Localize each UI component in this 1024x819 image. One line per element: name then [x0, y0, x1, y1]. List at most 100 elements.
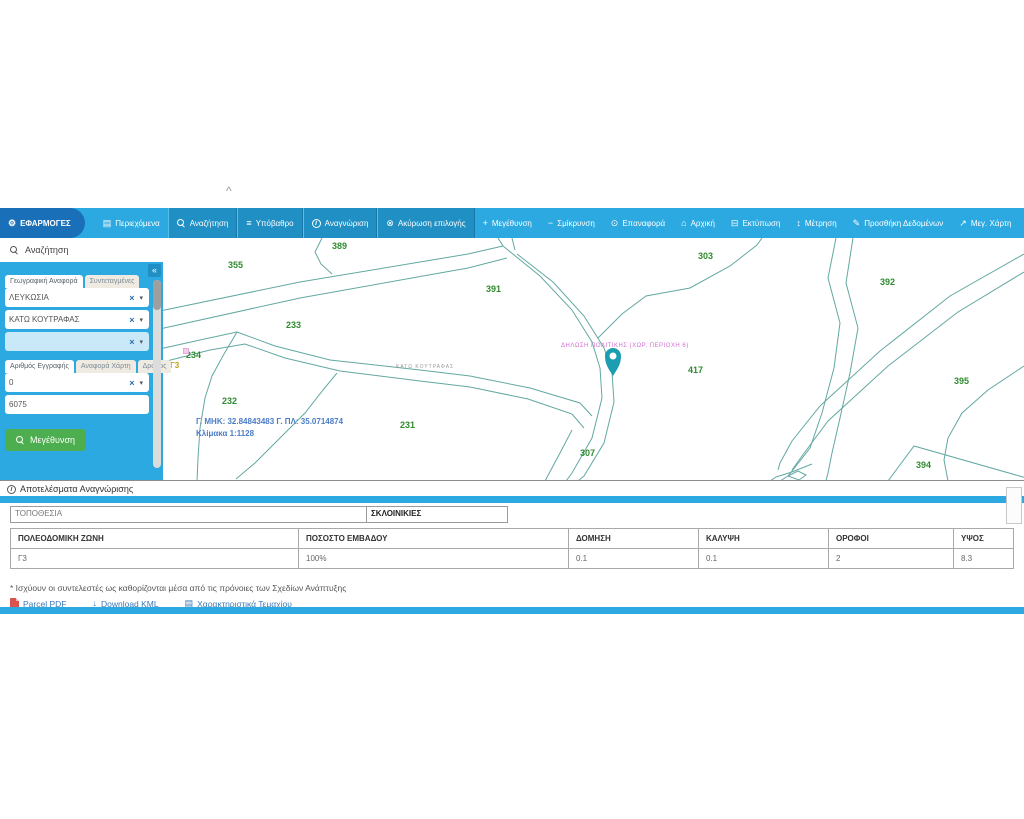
- toolbar-item-home[interactable]: ⌂ Αρχική: [673, 208, 723, 238]
- parcel-pdf-link[interactable]: Parcel PDF: [10, 598, 66, 609]
- coefficients-footnote: * Ισχύουν οι συντελεστές ως καθορίζονται…: [10, 583, 347, 593]
- zone-label: Γ3: [170, 361, 180, 370]
- max-map-icon: ↗: [959, 217, 967, 228]
- zone-table-value-cell: 0.1: [568, 549, 698, 568]
- zones-table-value-row: Γ3 100% 0.1 0.1 2 8.3: [11, 549, 1013, 568]
- toolbar-item-label: Επαναφορά: [622, 218, 666, 228]
- village-label: ΚΑΤΩ ΚΟΥΤΡΑΦΑΣ: [396, 364, 455, 370]
- clear-icon[interactable]: ×: [129, 336, 135, 347]
- registration-input[interactable]: 6075: [5, 395, 149, 414]
- parcel-label: 233: [286, 320, 302, 330]
- district-value: ΛΕΥΚΩΣΙΑ: [9, 293, 49, 302]
- zone-table-header-cell: ΟΡΟΦΟΙ: [828, 529, 953, 548]
- parcel-characteristics-link[interactable]: ▤ Χαρακτηριστικά Τεμαχίου: [185, 598, 292, 609]
- zone-table-header-cell: ΚΑΛΥΨΗ: [698, 529, 828, 548]
- add-data-icon: ✎: [852, 217, 861, 228]
- clear-icon[interactable]: ×: [129, 314, 135, 325]
- parcel-label: 355: [228, 260, 244, 270]
- toolbar-item-reset[interactable]: ⊙ Επαναφορά: [603, 208, 673, 238]
- chevron-down-icon[interactable]: ▾: [139, 379, 143, 387]
- toolbar-item-label: Μέτρηση: [804, 218, 837, 228]
- toolbar-item-max-map[interactable]: ↗ Μεγ. Χάρτη: [951, 208, 1019, 238]
- toolbar-item-zoom-out[interactable]: − Σμίκρυνση: [540, 208, 603, 238]
- results-scrollbar[interactable]: [1006, 487, 1022, 524]
- quarter-select[interactable]: × ▾: [5, 332, 149, 351]
- parcel-label: 307: [580, 448, 596, 458]
- parcel-label: 389: [332, 241, 348, 251]
- link-label: Download KML: [100, 598, 159, 609]
- chevron-down-icon[interactable]: ▾: [139, 316, 143, 324]
- toolbar-item-label: Υπόβαθρο: [255, 218, 294, 228]
- toolbar-item-label: Ακύρωση επιλογής: [397, 218, 466, 228]
- clear-icon[interactable]: ×: [129, 292, 135, 303]
- chevron-down-icon[interactable]: ▾: [139, 338, 143, 346]
- tab-map-reference[interactable]: Αναφορά Χάρτη: [75, 360, 136, 373]
- zones-table: ΠΟΛΕΟΔΟΜΙΚΗ ΖΩΝΗ ΠΟΣΟΣΤΟ ΕΜΒΑΔΟΥ ΔΟΜΗΣΗ ΚΑΛ…: [10, 528, 1014, 569]
- toolbar-item-print[interactable]: ⊟ Εκτύπωση: [723, 208, 788, 238]
- zoom-button-label: Μεγέθυνση: [30, 435, 76, 445]
- community-select[interactable]: ΚΑΤΩ ΚΟΥΤΡΑΦΑΣ × ▾: [5, 310, 149, 329]
- tab-geographic-reference[interactable]: Γεωγραφική Αναφορά: [5, 275, 83, 288]
- gear-icon: ⚙: [8, 217, 17, 228]
- toolbar-items: ▤ Περιεχόμενα Αναζήτηση ≡ Υπόβαθρο i Αναγνώρισ…: [95, 208, 1020, 238]
- zone-table-value-cell: 2: [828, 549, 953, 568]
- tab-coordinates[interactable]: Συντεταγμένες: [84, 275, 140, 288]
- search-icon: [176, 218, 186, 228]
- toolbar-item-basemap[interactable]: ≡ Υπόβαθρο: [237, 208, 303, 238]
- map-coordinates: Γ. ΜΗΚ: 32.84843483 Γ. ΠΛ: 35.0714874 Κλ…: [196, 416, 343, 440]
- chevron-down-icon[interactable]: ▾: [139, 294, 143, 302]
- district-select[interactable]: ΛΕΥΚΩΣΙΑ × ▾: [5, 288, 149, 307]
- bottom-bar: [0, 607, 1024, 614]
- reset-icon: ⊙: [610, 217, 619, 228]
- zone-table-value-cell: 100%: [298, 549, 568, 568]
- identify-icon: i: [311, 218, 321, 228]
- toolbar-item-label: Προσθήκη Δεδομένων: [864, 218, 944, 228]
- zone-table-value-cell: 0.1: [698, 549, 828, 568]
- toolbar-item-search[interactable]: Αναζήτηση: [167, 208, 238, 238]
- policy-area-label: ΔΗΛΩΣΗ ΠΟΛΙΤΙΚΗΣ (ΧΩΡ. ΠΕΡΙΟΧΗ 6): [561, 343, 689, 349]
- zone-table-header-cell: ΠΟΛΕΟΔΟΜΙΚΗ ΖΩΝΗ: [18, 534, 104, 543]
- toolbar-item-add-data[interactable]: ✎ Προσθήκη Δεδομένων: [845, 208, 952, 238]
- toolbar-item-zoom-in[interactable]: + Μεγέθυνση: [475, 208, 540, 238]
- map-bottom-border: [0, 480, 1024, 481]
- zone-table-header-cell: ΠΟΣΟΣΤΟ ΕΜΒΑΔΟΥ: [298, 529, 568, 548]
- panel-scrollbar-thumb[interactable]: [153, 280, 161, 310]
- info-icon: i: [7, 484, 16, 494]
- app-brand-button[interactable]: ⚙ ΕΦΑΡΜΟΓΕΣ: [0, 208, 85, 238]
- zoom-search-button[interactable]: Μεγέθυνση: [5, 429, 87, 451]
- toolbar-item-contents[interactable]: ▤ Περιεχόμενα: [95, 208, 168, 238]
- toolbar-item-label: Περιεχόμενα: [115, 218, 160, 228]
- link-label: Parcel PDF: [23, 598, 67, 609]
- toolbar-item-measure[interactable]: ↕ Μέτρηση: [788, 208, 844, 238]
- tab-registration-number[interactable]: Αριθμός Εγγραφής: [5, 360, 74, 373]
- toolbar: ⚙ ΕΦΑΡΜΟΓΕΣ ▤ Περιεχόμενα Αναζήτηση ≡ Υπόβαθ…: [0, 208, 1024, 238]
- block-select[interactable]: 0 × ▾: [5, 373, 149, 392]
- search-icon: [10, 245, 19, 255]
- location-label: ΤΟΠΟΘΕΣΙΑ: [15, 509, 63, 518]
- zone-table-value-cell: 8.3: [953, 549, 1013, 568]
- toolbar-item-identify[interactable]: i Αναγνώριση: [302, 208, 378, 238]
- parcel-label: 232: [222, 396, 238, 406]
- toolbar-item-label: Μεγέθυνση: [491, 218, 532, 228]
- coords-line2: Κλίμακα 1:1128: [196, 429, 255, 438]
- zoom-in-icon: +: [482, 217, 488, 228]
- collapse-panel-button[interactable]: «: [148, 264, 161, 277]
- registration-value: 6075: [9, 400, 27, 409]
- panel-scrollbar[interactable]: [153, 280, 161, 468]
- results-header: i Αποτελέσματα Αναγνώρισης: [7, 484, 133, 494]
- results-title-label: Αποτελέσματα Αναγνώρισης: [20, 484, 134, 494]
- zone-swatch: [183, 348, 189, 354]
- toolbar-item-cancel-selection[interactable]: ⊗ Ακύρωση επιλογής: [377, 208, 475, 238]
- toolbar-item-label: Αρχική: [690, 218, 715, 228]
- coords-line1: Γ. ΜΗΚ: 32.84843483 Γ. ΠΛ: 35.0714874: [196, 417, 344, 426]
- clear-icon[interactable]: ×: [129, 377, 135, 388]
- map-canvas[interactable]: 355 389 391 303 392 233 234 232 231 307 417 395 394 …: [0, 238, 1024, 481]
- cadastral-lines: [154, 238, 1024, 481]
- search-panel-header: Αναζήτηση: [0, 238, 163, 262]
- zoom-out-icon: −: [547, 217, 554, 228]
- parcel-label: 234: [186, 350, 202, 360]
- search-icon: [16, 435, 25, 445]
- zones-table-header-row: ΠΟΛΕΟΔΟΜΙΚΗ ΖΩΝΗ ΠΟΣΟΣΤΟ ΕΜΒΑΔΟΥ ΔΟΜΗΣΗ ΚΑΛ…: [11, 529, 1013, 549]
- reference-tabs: Γεωγραφική Αναφορά Συντεταγμένες: [5, 275, 149, 288]
